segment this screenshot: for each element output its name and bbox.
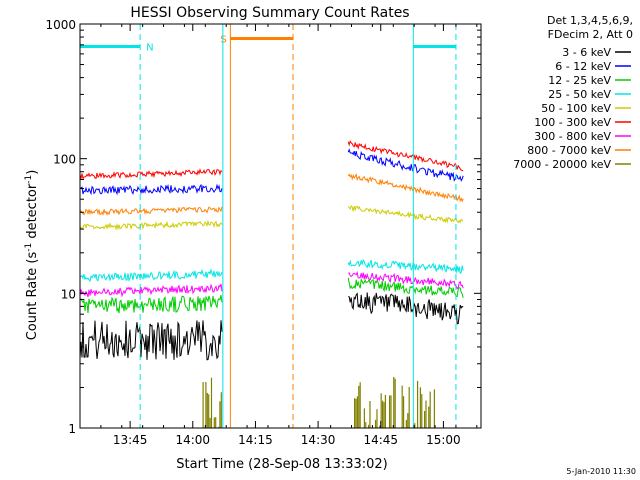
legend-entry: 300 - 800 keV — [534, 130, 611, 143]
legend-entry: 6 - 12 keV — [555, 60, 611, 73]
y-axis-label: Count Rate (s-1 detector-1) — [24, 170, 40, 341]
series-line-5 — [79, 168, 223, 181]
attenuator-markers: NS — [80, 35, 456, 54]
series-line-4 — [347, 204, 464, 224]
y-label-part3: ) — [25, 170, 40, 175]
series-line-0 — [348, 292, 464, 325]
series-line-7 — [79, 206, 223, 217]
timestamp: 5-Jan-2010 11:30 — [566, 467, 636, 476]
x-tick-label: 14:00 — [175, 433, 210, 447]
y-label-exp2: -1 — [24, 175, 34, 184]
series-line-1 — [79, 183, 223, 196]
axes: 13:45 14:00 14:15 14:30 14:45 15:00 1 10 100 1000 — [45, 18, 482, 447]
x-tick-label: 14:15 — [238, 433, 273, 447]
y-label-exp1: -1 — [24, 243, 34, 252]
legend-entry: 800 - 7000 keV — [527, 144, 611, 157]
series-line-3 — [347, 258, 464, 275]
legend: Det 1,3,4,5,6,9,FDecim 2, Att 0 3 - 6 keV… — [513, 14, 633, 171]
series-line-2 — [347, 277, 464, 298]
series-line-1 — [347, 148, 464, 182]
series-line-2 — [79, 294, 223, 314]
series-line-0 — [79, 320, 223, 361]
x-tick-label: 14:30 — [301, 433, 336, 447]
vertical-markers — [139, 24, 457, 428]
y-label-part2: detector — [25, 183, 40, 243]
y-label-part1: Count Rate (s — [25, 252, 40, 341]
legend-entry: 25 - 50 keV — [548, 88, 611, 101]
series-line-6 — [79, 283, 223, 298]
x-tick-label: 14:45 — [363, 433, 398, 447]
legend-entry: 100 - 300 keV — [534, 116, 611, 129]
series-lines — [79, 140, 464, 361]
series-line-5 — [347, 140, 464, 172]
series-line-6 — [348, 271, 464, 290]
series-line-7 — [347, 172, 464, 203]
legend-entry: 3 - 6 keV — [562, 46, 611, 59]
legend-header: Det 1,3,4,5,6,9, — [547, 14, 633, 27]
legend-entry: 12 - 25 keV — [548, 74, 611, 87]
y-tick-label: 1000 — [45, 18, 76, 32]
plot-frame — [79, 23, 482, 429]
legend-entry: 7000 - 20000 keV — [513, 158, 611, 171]
shaded-bars — [202, 376, 435, 428]
y-tick-label: 1 — [68, 422, 76, 436]
marker-label: S — [220, 35, 226, 46]
x-tick-label: 15:00 — [426, 433, 461, 447]
legend-entry: 50 - 100 keV — [541, 102, 611, 115]
legend-header: FDecim 2, Att 0 — [548, 28, 633, 41]
x-tick-label: 13:45 — [113, 433, 148, 447]
series-line-3 — [79, 268, 223, 283]
series-line-4 — [79, 219, 223, 231]
chart-title: HESSI Observing Summary Count Rates — [130, 5, 409, 21]
y-tick-label: 10 — [61, 287, 76, 301]
marker-label: N — [146, 43, 153, 54]
x-axis-label: Start Time (28-Sep-08 13:33:02) — [176, 457, 387, 472]
y-tick-label: 100 — [53, 153, 76, 167]
